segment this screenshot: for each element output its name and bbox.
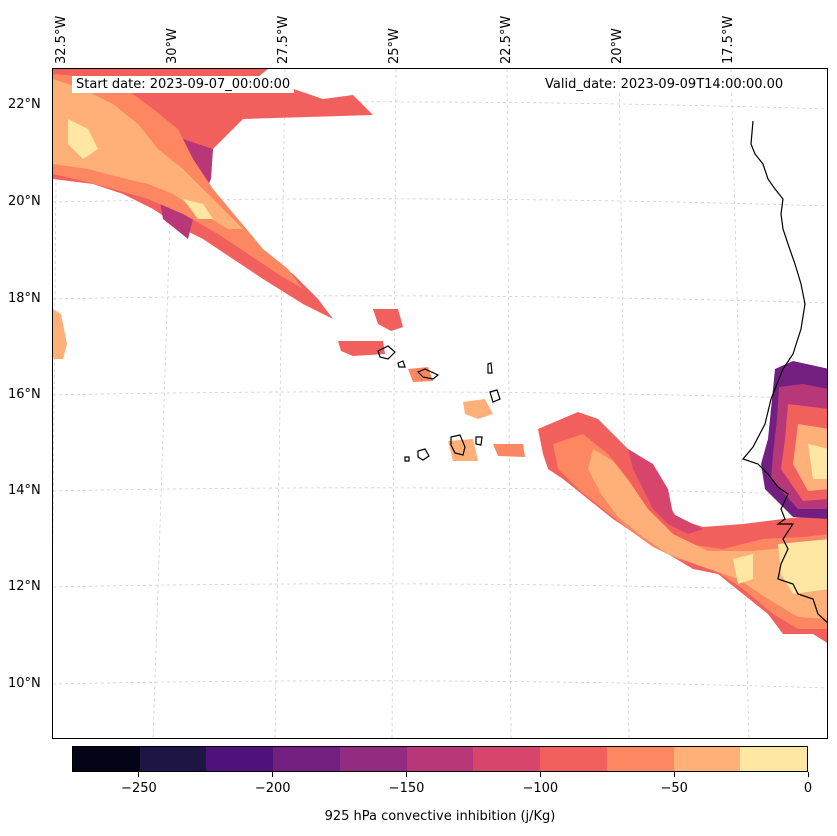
lon-label-32-5w: 32.5°W bbox=[54, 15, 69, 64]
cin-patch-d bbox=[463, 399, 493, 419]
cape-verde-sao-nicolau bbox=[416, 368, 440, 380]
meridian-22-5w bbox=[506, 69, 512, 738]
cin-patch-b bbox=[373, 309, 403, 331]
lat-label-12n: 12°N bbox=[8, 579, 41, 594]
meridian-17-5w bbox=[730, 69, 750, 738]
parallel-12n bbox=[53, 583, 827, 592]
colorbar-swatch bbox=[740, 747, 808, 771]
colorbar-tick bbox=[807, 772, 809, 777]
colorbar-title: 925 hPa convective inhibition (j/Kg) bbox=[324, 809, 556, 824]
cin-patch-e bbox=[448, 439, 478, 461]
colorbar-tick-label: 0 bbox=[803, 781, 813, 796]
cin-patch-a bbox=[338, 341, 385, 356]
lon-label-17-5w: 17.5°W bbox=[721, 15, 736, 64]
lat-label-10n: 10°N bbox=[8, 676, 41, 691]
cape-verde-brava bbox=[404, 456, 410, 462]
colorbar-tick bbox=[673, 772, 675, 777]
map-panel bbox=[52, 68, 828, 739]
meridian-25w bbox=[391, 69, 397, 738]
cin-band-northwest bbox=[53, 69, 373, 359]
cape-verde-santo-antao bbox=[377, 345, 396, 360]
colorbar-tick bbox=[138, 772, 140, 777]
cape-verde-sal bbox=[487, 362, 493, 374]
cin-patch-f bbox=[493, 444, 525, 457]
meridian-27-5w bbox=[274, 69, 286, 738]
lat-label-22n: 22°N bbox=[8, 97, 41, 112]
cape-verde-boa-vista bbox=[489, 389, 501, 403]
cin-patch-west bbox=[53, 309, 67, 359]
cin-band-southeast bbox=[538, 361, 827, 643]
colorbar bbox=[72, 746, 808, 772]
colorbar-swatch bbox=[406, 747, 474, 771]
valid-date-label: Valid_date: 2023-09-09T14:00:00.00 bbox=[541, 76, 788, 93]
lon-label-22-5w: 22.5°W bbox=[499, 15, 514, 64]
colorbar-swatch bbox=[606, 747, 674, 771]
lat-label-16n: 16°N bbox=[8, 387, 41, 402]
parallel-14n bbox=[53, 487, 827, 496]
colorbar-swatch bbox=[339, 747, 407, 771]
colorbar-swatch bbox=[473, 747, 541, 771]
cin-band-nw-light bbox=[53, 79, 243, 229]
lon-label-25w: 25°W bbox=[387, 28, 402, 64]
cin-band-nw-pale bbox=[68, 119, 213, 219]
colorbar-tick bbox=[272, 772, 274, 777]
lat-label-14n: 14°N bbox=[8, 483, 41, 498]
colorbar-swatch bbox=[273, 747, 340, 771]
lat-label-20n: 20°N bbox=[8, 194, 41, 209]
colorbar-swatch bbox=[73, 747, 140, 771]
colorbar-tick-label: −200 bbox=[254, 781, 291, 796]
colorbar-tick-label: −50 bbox=[660, 781, 688, 796]
colorbar-swatch bbox=[206, 747, 274, 771]
lon-label-20w: 20°W bbox=[610, 28, 625, 64]
cape-verde-fogo bbox=[417, 448, 430, 461]
colorbar-swatch bbox=[673, 747, 741, 771]
cin-band-se-deep bbox=[628, 449, 703, 534]
cape-verde-sao-vicente bbox=[397, 360, 406, 368]
colorbar-tick bbox=[539, 772, 541, 777]
meridian-30w bbox=[152, 69, 176, 738]
start-date-label: Start date: 2023-09-07_00:00:00 bbox=[72, 76, 295, 93]
parallel-10n bbox=[53, 680, 827, 689]
lat-label-18n: 18°N bbox=[8, 291, 41, 306]
colorbar-swatch bbox=[139, 747, 207, 771]
colorbar-tick bbox=[406, 772, 408, 777]
cin-central-patches bbox=[338, 309, 525, 461]
parallel-18n bbox=[53, 295, 827, 304]
parallel-16n bbox=[53, 391, 827, 400]
cin-band-se-light bbox=[588, 449, 827, 619]
lon-label-27-5w: 27.5°W bbox=[276, 15, 291, 64]
colorbar-swatch bbox=[540, 747, 607, 771]
coastlines bbox=[377, 120, 827, 623]
cape-verde-maio bbox=[475, 436, 483, 446]
lon-label-30w: 30°W bbox=[165, 28, 180, 64]
colorbar-tick-label: −150 bbox=[388, 781, 425, 796]
cin-coast-patch-pale bbox=[808, 444, 827, 479]
west-africa-coastline bbox=[741, 120, 827, 623]
cape-verde-santiago bbox=[450, 434, 466, 456]
meridian-20w bbox=[618, 69, 630, 738]
colorbar-tick-label: −100 bbox=[522, 781, 559, 796]
cin-band-se-pale bbox=[733, 539, 827, 594]
colorbar-tick-label: −250 bbox=[121, 781, 157, 796]
cin-field-map bbox=[53, 69, 827, 738]
